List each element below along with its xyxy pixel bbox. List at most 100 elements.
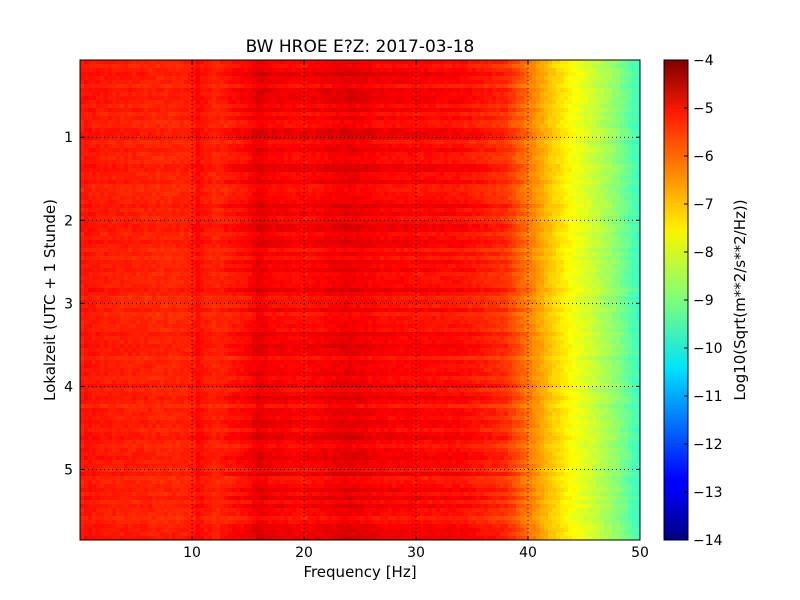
heatmap-cell (156, 100, 161, 105)
heatmap-cell (528, 84, 533, 89)
heatmap-cell (180, 168, 185, 173)
heatmap-cell (328, 148, 333, 153)
heatmap-cell (388, 80, 393, 85)
heatmap-cell (568, 192, 573, 197)
heatmap-cell (260, 152, 265, 157)
heatmap-cell (96, 184, 101, 189)
heatmap-cell (584, 164, 589, 169)
heatmap-cell (308, 60, 313, 65)
heatmap-cell (416, 84, 421, 89)
heatmap-cell (88, 128, 93, 133)
heatmap-cell (340, 76, 345, 81)
heatmap-cell (168, 180, 173, 185)
heatmap-cell (112, 140, 117, 145)
heatmap-cell (544, 176, 549, 181)
heatmap-cell (588, 180, 593, 185)
heatmap-cell (500, 136, 505, 141)
heatmap-cell (304, 152, 309, 157)
heatmap-cell (164, 112, 169, 117)
heatmap-cell (508, 164, 513, 169)
heatmap-cell (624, 76, 629, 81)
heatmap-cell (208, 168, 213, 173)
heatmap-cell (552, 180, 557, 185)
heatmap-cell (132, 172, 137, 177)
heatmap-cell (532, 80, 537, 85)
heatmap-cell (220, 176, 225, 181)
heatmap-cell (252, 104, 257, 109)
heatmap-cell (384, 108, 389, 113)
heatmap-cell (464, 156, 469, 161)
heatmap-cell (376, 200, 381, 205)
heatmap-cell (272, 152, 277, 157)
heatmap-cell (200, 84, 205, 89)
heatmap-cell (248, 156, 253, 161)
heatmap-cell (340, 112, 345, 117)
heatmap-cell (608, 68, 613, 73)
heatmap-cell (588, 132, 593, 137)
heatmap-cell (536, 92, 541, 97)
heatmap-cell (592, 60, 597, 65)
heatmap-cell (564, 176, 569, 181)
heatmap-cell (508, 80, 513, 85)
heatmap-cell (276, 160, 281, 165)
heatmap-cell (196, 148, 201, 153)
heatmap-cell (140, 96, 145, 101)
heatmap-cell (184, 80, 189, 85)
heatmap-cell (404, 196, 409, 201)
heatmap-cell (372, 72, 377, 77)
heatmap-cell (272, 124, 277, 129)
heatmap-cell (448, 132, 453, 137)
heatmap-cell (388, 172, 393, 177)
heatmap-cell (628, 96, 633, 101)
heatmap-cell (316, 168, 321, 173)
heatmap-cell (128, 68, 133, 73)
heatmap-cell (200, 92, 205, 97)
heatmap-cell (288, 84, 293, 89)
heatmap-cell (144, 164, 149, 169)
heatmap-cell (156, 132, 161, 137)
heatmap-cell (444, 84, 449, 89)
heatmap-cell (628, 128, 633, 133)
heatmap-cell (628, 84, 633, 89)
heatmap-cell (344, 72, 349, 77)
heatmap-cell (376, 136, 381, 141)
heatmap-cell (620, 80, 625, 85)
heatmap-cell (448, 172, 453, 177)
heatmap-cell (604, 180, 609, 185)
heatmap-cell (432, 108, 437, 113)
heatmap-cell (500, 84, 505, 89)
heatmap-cell (296, 120, 301, 125)
heatmap-cell (236, 136, 241, 141)
heatmap-cell (148, 176, 153, 181)
heatmap-cell (448, 96, 453, 101)
heatmap-cell (512, 112, 517, 117)
heatmap-cell (128, 156, 133, 161)
heatmap-cell (548, 164, 553, 169)
heatmap-cell (616, 188, 621, 193)
heatmap-cell (460, 180, 465, 185)
heatmap-cell (232, 152, 237, 157)
heatmap-cell (288, 60, 293, 65)
heatmap-cell (616, 164, 621, 169)
heatmap-cell (544, 116, 549, 121)
heatmap-cell (336, 100, 341, 105)
heatmap-cell (112, 84, 117, 89)
heatmap-cell (116, 112, 121, 117)
heatmap-cell (256, 120, 261, 125)
heatmap-cell (272, 172, 277, 177)
heatmap-cell (92, 188, 97, 193)
heatmap-cell (296, 116, 301, 121)
heatmap-cell (220, 140, 225, 145)
heatmap-cell (616, 96, 621, 101)
heatmap-cell (272, 140, 277, 145)
heatmap-cell (528, 168, 533, 173)
heatmap-cell (428, 160, 433, 165)
heatmap-cell (500, 184, 505, 189)
heatmap-cell (556, 104, 561, 109)
heatmap-cell (84, 84, 89, 89)
heatmap-cell (228, 196, 233, 201)
heatmap-cell (280, 72, 285, 77)
heatmap-cell (496, 140, 501, 145)
heatmap-cell (216, 92, 221, 97)
heatmap-cell (248, 164, 253, 169)
